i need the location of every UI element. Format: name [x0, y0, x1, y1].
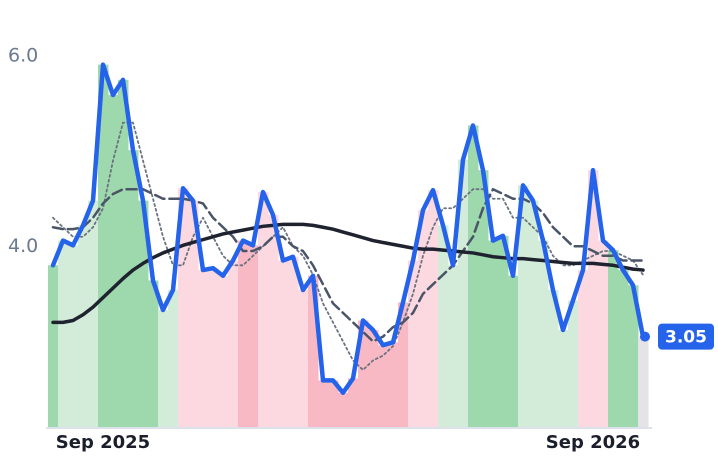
- shade-bar: [338, 392, 349, 427]
- shade-bar: [348, 378, 359, 427]
- shade-bar: [298, 290, 309, 427]
- shade-bar: [508, 275, 519, 427]
- shade-bar: [418, 210, 429, 427]
- shade-bar: [188, 200, 199, 427]
- shade-bar: [288, 256, 299, 427]
- shade-bar: [308, 275, 319, 427]
- x-tick-label: Sep 2025: [56, 432, 150, 453]
- series-line: [51, 187, 645, 343]
- shade-bar: [618, 270, 629, 427]
- shade-bar: [218, 275, 229, 427]
- shade-bar: [578, 270, 589, 427]
- shade-bar: [638, 336, 649, 427]
- y-tick-label: 6.0: [8, 45, 38, 67]
- x-tick-label: Sep 2026: [546, 432, 640, 453]
- shade-bar: [258, 192, 269, 427]
- shade-bar: [158, 310, 169, 427]
- last-point: [640, 331, 650, 342]
- shade-bar: [368, 329, 379, 427]
- shade-bar: [208, 268, 219, 427]
- shade-bar: [328, 380, 339, 427]
- shade-bar: [478, 170, 489, 428]
- shade-bar: [358, 320, 369, 427]
- shade-bar: [608, 250, 619, 427]
- value-label: 3.05: [665, 328, 707, 348]
- shade-bar: [98, 64, 109, 427]
- shade-bar: [438, 225, 449, 427]
- shade-bar: [118, 79, 129, 427]
- shade-bar: [48, 265, 59, 427]
- shade-bar: [238, 240, 249, 427]
- y-tick-label: 4.0: [8, 235, 38, 257]
- shade-bar: [468, 125, 479, 428]
- shade-bar: [548, 290, 559, 427]
- shade-bar: [558, 329, 569, 427]
- shade-bar: [248, 245, 259, 427]
- shade-bar: [528, 200, 539, 427]
- shade-bar: [68, 245, 79, 427]
- value-badge: [658, 323, 714, 350]
- shade-bar: [108, 95, 119, 427]
- shade-bar: [568, 300, 579, 427]
- shade-bar: [198, 270, 209, 427]
- shade-bar: [408, 260, 419, 427]
- shade-bar: [148, 280, 159, 427]
- shade-bar: [448, 265, 459, 427]
- shade-bar: [498, 235, 509, 427]
- shade-bar: [588, 170, 599, 428]
- shade-bar: [628, 285, 639, 427]
- shade-bar: [378, 345, 389, 427]
- shade-bar: [518, 185, 529, 427]
- series-line: [50, 62, 646, 396]
- shade-bar: [428, 190, 439, 427]
- shade-bar: [128, 150, 139, 428]
- shade-bar: [398, 302, 409, 427]
- shade-bar: [178, 188, 189, 427]
- shade-bar: [458, 159, 469, 427]
- shade-bar: [318, 380, 329, 427]
- shade-bar: [138, 200, 149, 427]
- shade-bar: [168, 290, 179, 427]
- shade-bar: [88, 200, 99, 427]
- shade-bar: [78, 225, 89, 427]
- shade-bar: [268, 214, 279, 427]
- shade-bar: [598, 240, 609, 427]
- shade-bar: [488, 240, 499, 427]
- shade-bar: [278, 260, 289, 427]
- shade-bar: [538, 240, 549, 427]
- shade-bar: [388, 342, 399, 427]
- shade-bar: [228, 260, 239, 427]
- shade-bar: [58, 240, 69, 427]
